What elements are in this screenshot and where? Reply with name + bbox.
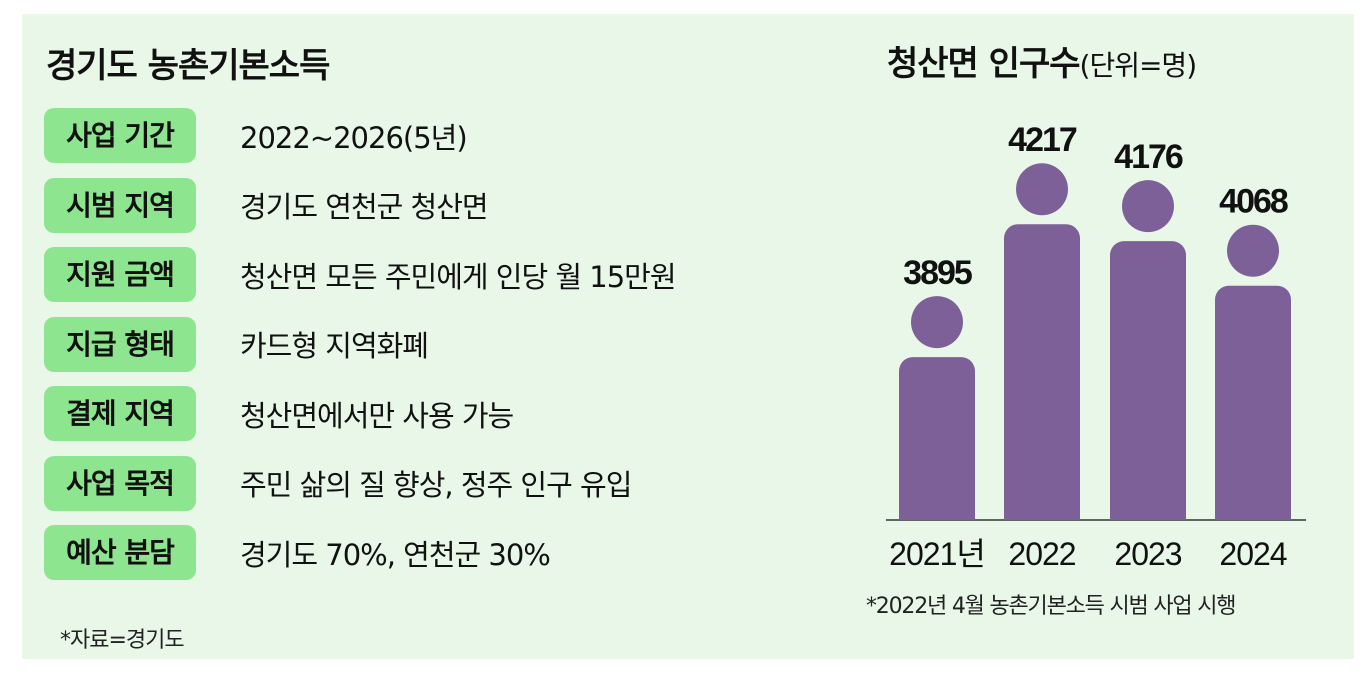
bar-person-2022: 4217 2022 — [1004, 121, 1080, 572]
source-note: *자료=경기도 — [60, 628, 185, 653]
chart-title: 청산면 인구수(단위=명) — [887, 36, 1198, 85]
bar-person-2021년: 3895 2021년 — [889, 254, 986, 572]
info-row-purpose: 사업 목적 주민 삶의 질 향상, 정주 인구 유입 — [44, 455, 676, 511]
info-label: 예산 분담 — [44, 525, 196, 580]
bar — [1004, 224, 1080, 521]
info-label: 사업 기간 — [44, 108, 196, 163]
data-label: 4176 — [1114, 138, 1183, 176]
info-value: 청산면 모든 주민에게 인당 월 15만원 — [240, 259, 677, 294]
info-value: 청산면에서만 사용 가능 — [240, 398, 514, 433]
info-title: 경기도 농촌기본소득 — [46, 46, 330, 86]
category-label: 2022 — [1008, 536, 1075, 572]
data-label: 4217 — [1008, 121, 1077, 159]
bar-head — [1122, 180, 1174, 233]
info-row-payment-form: 지급 형태 카드형 지역화폐 — [44, 316, 676, 372]
info-row-region: 시범 지역 경기도 연천군 청산면 — [44, 177, 676, 233]
info-value: 경기도 70%, 연천군 30% — [240, 537, 551, 572]
info-row-payment-area: 결제 지역 청산면에서만 사용 가능 — [44, 386, 676, 441]
info-label: 지원 금액 — [44, 247, 196, 302]
info-label: 결제 지역 — [44, 386, 196, 441]
info-label: 사업 목적 — [44, 455, 196, 511]
info-table: 사업 기간 2022~2026(5년) 시범 지역 경기도 연천군 청산면 지원… — [44, 108, 677, 595]
info-row-period: 사업 기간 2022~2026(5년) — [44, 108, 676, 163]
info-row-budget: 예산 분담 경기도 70%, 연천군 30% — [44, 525, 676, 580]
bar-base — [899, 500, 975, 520]
category-label: 2024 — [1219, 536, 1286, 572]
bar-base — [1004, 500, 1080, 520]
bar — [1215, 285, 1291, 520]
category-label: 2021년 — [889, 536, 985, 572]
bar-base — [1110, 500, 1186, 520]
bar-person-2024: 4068 2024 — [1215, 183, 1291, 572]
category-label: 2023 — [1114, 536, 1181, 572]
bar-base — [1215, 500, 1291, 520]
bar-head — [911, 296, 963, 349]
chart-title-text: 청산면 인구수 — [887, 44, 1081, 84]
info-value: 카드형 지역화폐 — [240, 329, 429, 363]
bar — [899, 357, 975, 520]
bar-head — [1016, 163, 1068, 216]
bar-head — [1227, 224, 1279, 277]
chart-footnote: *2022년 4월 농촌기본소득 시범 사업 시행 — [866, 594, 1237, 619]
info-value: 2022~2026(5년) — [240, 120, 468, 155]
info-value: 경기도 연천군 청산면 — [240, 190, 489, 224]
info-label: 지급 형태 — [44, 316, 196, 372]
bar — [1110, 241, 1186, 520]
info-label: 시범 지역 — [44, 177, 196, 233]
bar-person-2023: 4176 2023 — [1110, 138, 1186, 572]
data-label: 4068 — [1219, 183, 1288, 221]
info-row-amount: 지원 금액 청산면 모든 주민에게 인당 월 15만원 — [44, 247, 677, 302]
chart-unit-label: (단위=명) — [1079, 49, 1198, 82]
data-label: 3895 — [903, 254, 972, 292]
info-value: 주민 삶의 질 향상, 정주 인구 유입 — [240, 468, 632, 502]
